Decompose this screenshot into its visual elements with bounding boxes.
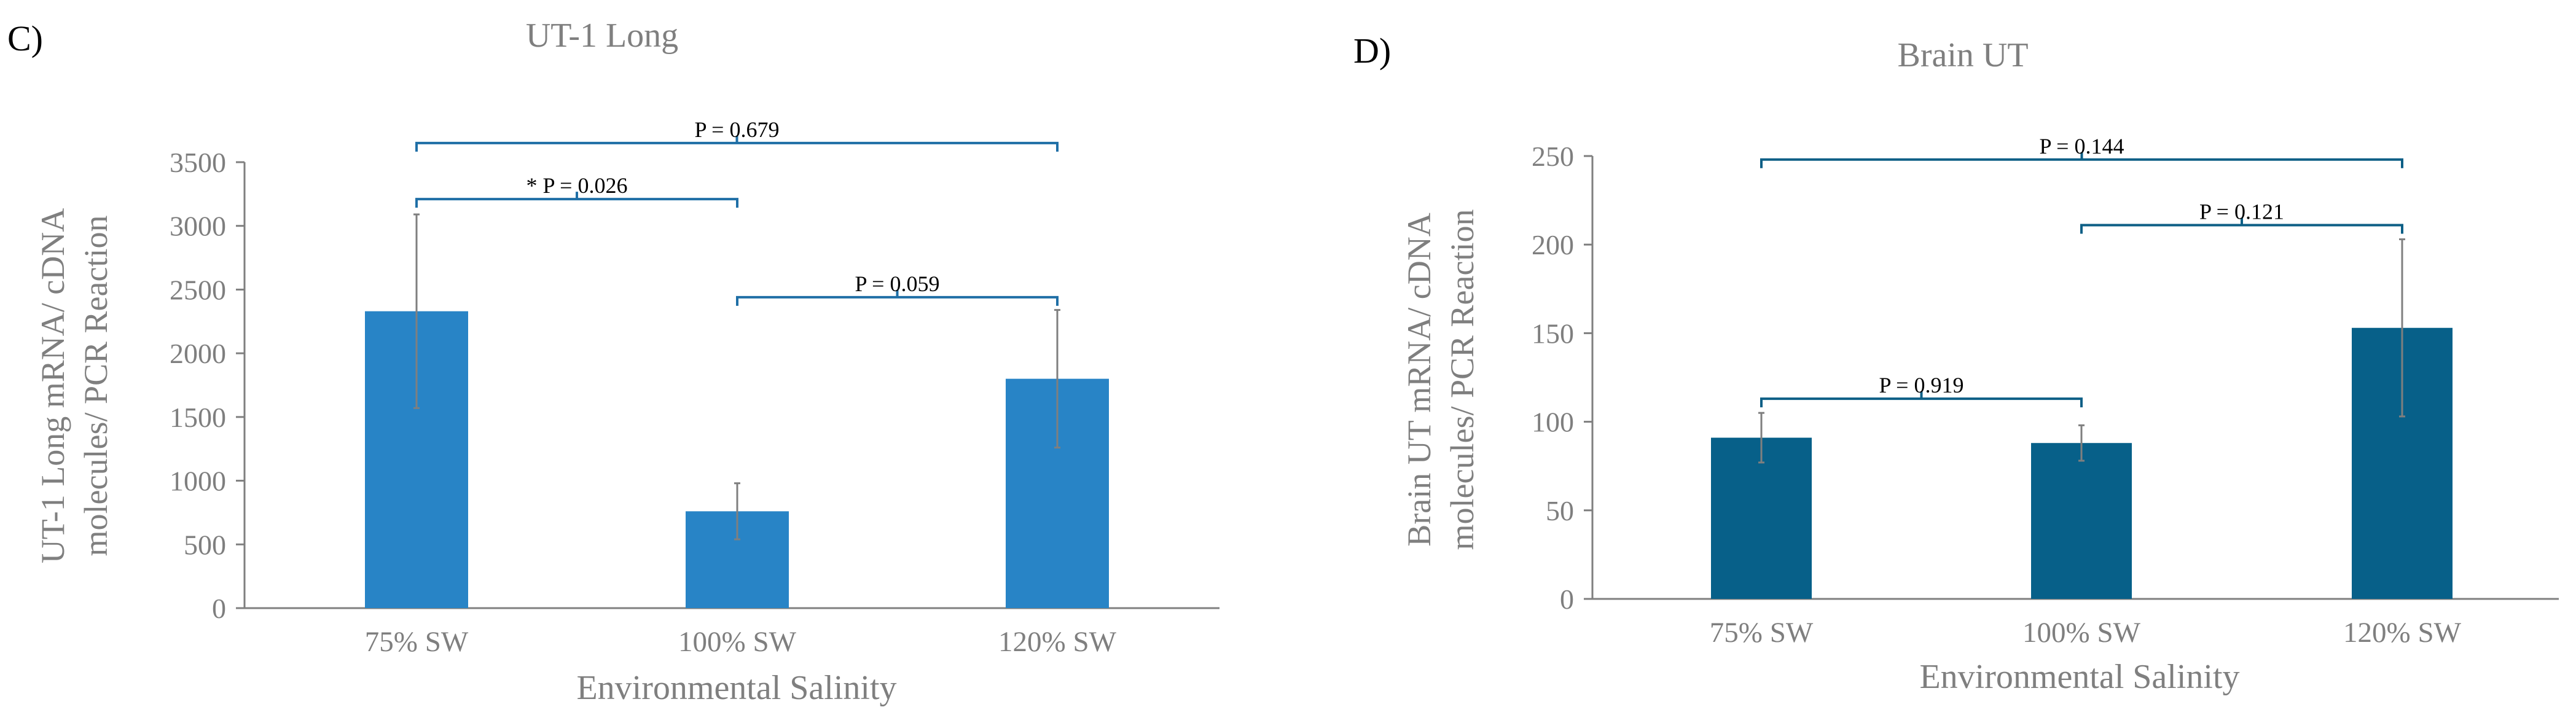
p-value-label-d: P = 0.919 bbox=[1879, 373, 1964, 397]
significance-bracket-c bbox=[415, 135, 1059, 152]
x-tick-label-c: 100% SW bbox=[678, 626, 797, 658]
chart-title-c: UT-1 Long bbox=[526, 17, 678, 55]
p-value-label-d: P = 0.144 bbox=[2040, 134, 2124, 158]
y-tick-label-c: 500 bbox=[184, 529, 226, 560]
y-axis-label-c-line2: molecules/ PCR Reaction bbox=[77, 216, 114, 557]
y-tick-label-d: 150 bbox=[1532, 318, 1574, 349]
y-tick-label-c: 3000 bbox=[170, 211, 226, 242]
y-tick-label-d: 250 bbox=[1532, 141, 1574, 172]
y-tick-label-d: 200 bbox=[1532, 229, 1574, 260]
y-tick-label-c: 0 bbox=[212, 593, 226, 624]
p-value-label-c: P = 0.679 bbox=[695, 117, 780, 142]
y-axis-label-d-line1: Brain UT mRNA/ cDNA bbox=[1401, 213, 1438, 546]
plot-area-d: 0 50 100 150 200 250 75% SW 100% SW 120% SW P = 0… bbox=[1532, 134, 2559, 649]
bar-d bbox=[2031, 443, 2132, 599]
x-tick-label-d: 120% SW bbox=[2343, 617, 2462, 649]
significance-bracket-c bbox=[415, 192, 738, 208]
p-value-label-d: P = 0.121 bbox=[2199, 199, 2284, 224]
y-tick-label-c: 2000 bbox=[170, 338, 226, 369]
y-tick-label-d: 0 bbox=[1560, 584, 1574, 615]
x-tick-label-c: 75% SW bbox=[365, 626, 469, 658]
chart-panel-c: C) UT-1 Long UT-1 Long mRNA/ cDNA molecu… bbox=[7, 17, 1219, 707]
p-value-label-c: P = 0.059 bbox=[855, 272, 940, 296]
panel-label-d: D) bbox=[1353, 31, 1391, 71]
y-tick-label-d: 50 bbox=[1546, 495, 1574, 526]
x-tick-label-d: 100% SW bbox=[2022, 617, 2141, 649]
chart-title-d: Brain UT bbox=[1897, 36, 2028, 74]
x-tick-label-c: 120% SW bbox=[998, 626, 1117, 658]
x-tick-label-d: 75% SW bbox=[1710, 617, 1814, 649]
y-tick-label-c: 2500 bbox=[170, 274, 226, 305]
x-axis-label-c: Environmental Salinity bbox=[576, 669, 896, 707]
x-axis-label-d: Environmental Salinity bbox=[1919, 658, 2239, 696]
plot-area-c: 0 500 1000 1500 2000 2500 3000 3500 75% SW 100% S… bbox=[170, 117, 1219, 658]
y-tick-label-c: 1000 bbox=[170, 466, 226, 497]
significance-bracket-d bbox=[1760, 391, 2083, 408]
y-axis-label-d-line2: molecules/ PCR Reaction bbox=[1444, 209, 1481, 550]
significance-bracket-c bbox=[736, 289, 1059, 306]
y-tick-label-d: 100 bbox=[1532, 407, 1574, 438]
panel-label-c: C) bbox=[7, 18, 43, 58]
significance-bracket-d bbox=[2080, 217, 2403, 234]
y-tick-label-c: 1500 bbox=[170, 402, 226, 433]
y-axis-label-c-line1: UT-1 Long mRNA/ cDNA bbox=[34, 208, 71, 563]
significance-bracket-d bbox=[1760, 152, 2403, 168]
p-value-label-c: * P = 0.026 bbox=[527, 173, 628, 198]
chart-panel-d: D) Brain UT Brain UT mRNA/ cDNA molecule… bbox=[1353, 31, 2559, 696]
bar-d bbox=[1711, 437, 1812, 599]
y-tick-label-c: 3500 bbox=[170, 147, 226, 178]
